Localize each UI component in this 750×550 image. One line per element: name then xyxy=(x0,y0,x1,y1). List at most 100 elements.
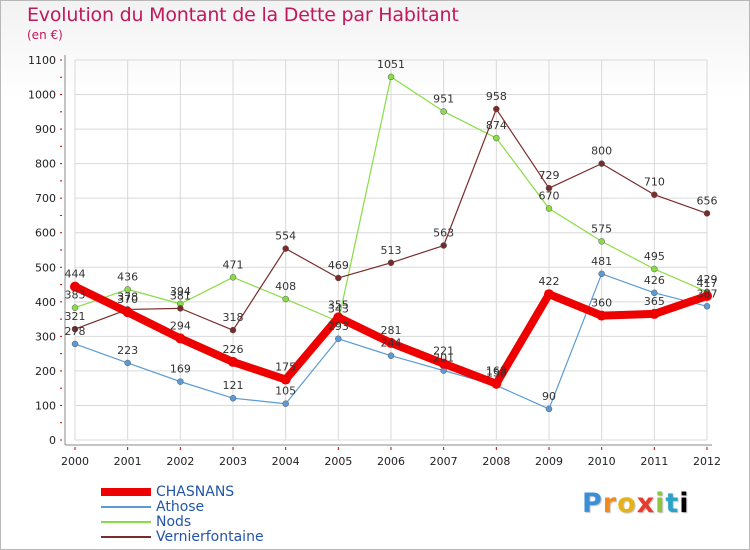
data-point xyxy=(702,290,712,301)
data-label: 318 xyxy=(223,311,244,324)
data-point xyxy=(282,245,289,252)
data-label: 281 xyxy=(381,324,402,337)
data-label: 378 xyxy=(117,290,138,303)
data-label: 201 xyxy=(433,352,454,365)
data-label: 387 xyxy=(697,287,718,300)
axes: 0 100 200 300 400 500 600 700 800 900 1000 1100 2000… xyxy=(28,54,721,468)
data-label: 710 xyxy=(644,176,665,189)
data-label: 436 xyxy=(117,270,138,283)
data-label: 874 xyxy=(486,119,507,132)
data-point xyxy=(440,242,447,249)
data-point xyxy=(228,356,238,367)
y-tick-label: 200 xyxy=(35,365,56,378)
data-point xyxy=(651,265,658,273)
logo-letter: o xyxy=(617,488,637,519)
x-tick-label: 2004 xyxy=(272,455,300,468)
logo-letter: r xyxy=(602,488,618,519)
data-label: 670 xyxy=(539,190,560,203)
data-label: 422 xyxy=(539,275,560,288)
data-point xyxy=(282,295,289,303)
data-point xyxy=(280,374,291,385)
data-point xyxy=(282,400,289,407)
data-label: 163 xyxy=(486,365,507,378)
data-label: 244 xyxy=(381,337,402,350)
data-point xyxy=(703,303,711,310)
x-tick-label: 2003 xyxy=(219,455,247,468)
x-tick-label: 2009 xyxy=(535,455,563,468)
data-label: 158 xyxy=(486,366,507,379)
data-point xyxy=(71,325,79,333)
legend-label: Athose xyxy=(156,499,205,515)
data-label: 495 xyxy=(644,250,665,263)
data-point xyxy=(335,335,342,343)
data-label: 223 xyxy=(117,344,138,357)
legend-swatch xyxy=(101,488,151,496)
y-tick-label: 700 xyxy=(35,192,56,205)
y-tick-label: 900 xyxy=(35,123,56,136)
data-label: 656 xyxy=(697,194,718,207)
legend-swatch xyxy=(101,536,151,538)
data-point xyxy=(598,238,605,245)
x-tick-label: 2002 xyxy=(166,455,194,468)
data-label: 471 xyxy=(223,258,244,271)
data-label: 469 xyxy=(328,259,349,272)
data-label: 294 xyxy=(170,319,191,332)
logo-letter: x xyxy=(636,488,656,519)
data-point xyxy=(71,304,79,311)
data-point xyxy=(440,108,447,115)
data-label: 417 xyxy=(697,277,718,290)
data-label: 293 xyxy=(328,320,349,333)
data-label: 958 xyxy=(486,90,507,103)
data-label: 175 xyxy=(275,361,296,374)
data-point xyxy=(333,312,344,323)
chart-title: Evolution du Montant de la Dette par Hab… xyxy=(27,4,459,26)
data-labels: 278 223 169 121 105 293 244 201 158 90 481 426 387 38… xyxy=(65,58,718,403)
data-point xyxy=(122,307,133,318)
x-tick-label: 2011 xyxy=(640,455,668,468)
data-point xyxy=(438,358,449,369)
data-point xyxy=(598,270,605,278)
chart-unit: (en €) xyxy=(27,28,63,42)
y-tick-label: 500 xyxy=(35,261,56,274)
data-label: 278 xyxy=(65,325,86,338)
data-label: 394 xyxy=(170,285,191,298)
series-layer xyxy=(70,73,712,413)
data-label: 90 xyxy=(542,390,556,403)
data-point xyxy=(387,352,395,359)
data-point xyxy=(177,378,184,385)
y-tick-label: 1100 xyxy=(28,54,56,67)
proxiti-logo: Proxiti xyxy=(582,488,690,519)
data-point xyxy=(335,274,342,282)
x-tick-label: 2005 xyxy=(324,455,352,468)
data-label: 105 xyxy=(275,385,296,398)
legend-label: Nods xyxy=(156,514,192,530)
data-point xyxy=(493,105,500,113)
x-tick-label: 2001 xyxy=(114,455,142,468)
legend-swatch xyxy=(101,521,151,523)
data-point xyxy=(229,274,237,281)
data-label: 951 xyxy=(433,92,454,105)
data-label: 513 xyxy=(381,244,402,257)
legend-label: Vernierfontaine xyxy=(156,529,264,545)
data-label: 121 xyxy=(223,379,244,392)
x-tick-label: 2000 xyxy=(61,455,89,468)
data-label: 554 xyxy=(275,230,296,243)
data-label: 381 xyxy=(170,289,191,302)
y-tick-label: 600 xyxy=(35,227,56,240)
y-tick-label: 100 xyxy=(35,399,56,412)
data-label: 408 xyxy=(275,280,296,293)
data-point xyxy=(386,337,396,348)
data-point xyxy=(649,308,660,319)
logo-letter: i xyxy=(655,488,666,519)
data-label: 481 xyxy=(591,255,612,268)
y-tick-label: 800 xyxy=(35,158,56,171)
data-point xyxy=(387,259,395,267)
data-point xyxy=(387,73,395,81)
data-label: 383 xyxy=(65,289,86,302)
data-point xyxy=(70,281,80,292)
data-point xyxy=(703,210,711,217)
y-tick-label: 400 xyxy=(35,296,56,309)
data-point xyxy=(493,134,500,142)
data-point xyxy=(177,305,184,312)
